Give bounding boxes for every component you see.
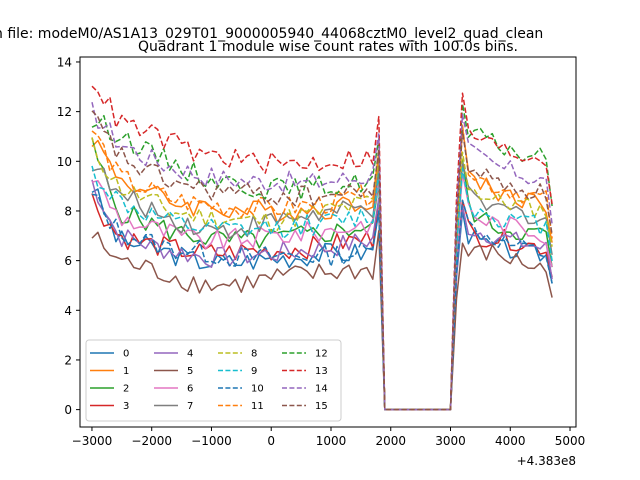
y-axis: 0 2 4 6 8 10 12 14 <box>57 55 80 417</box>
x-tick-label: −2000 <box>131 434 172 448</box>
x-tick-label: 3000 <box>435 434 466 448</box>
x-tick-label: 2000 <box>375 434 406 448</box>
series-line-15 <box>91 110 553 411</box>
legend-item-0: 0 <box>90 349 129 360</box>
legend-label: 0 <box>123 349 129 360</box>
legend-item-6: 6 <box>154 384 193 395</box>
legend-label: 7 <box>187 401 193 412</box>
legend-box <box>85 339 342 422</box>
legend-label: 6 <box>187 384 193 395</box>
legend-item-11: 11 <box>218 401 264 412</box>
y-tick-label: 10 <box>57 155 72 169</box>
legend-label: 10 <box>251 384 264 395</box>
series-line-9 <box>91 165 553 411</box>
legend-label: 3 <box>123 401 129 412</box>
legend-item-3: 3 <box>90 401 129 412</box>
legend-item-1: 1 <box>90 366 129 377</box>
chart-title: Quadrant 1 module wise count rates with … <box>138 39 518 55</box>
y-tick-label: 0 <box>64 403 72 417</box>
legend-item-7: 7 <box>154 401 193 412</box>
legend-label: 4 <box>187 349 193 360</box>
series-line-5 <box>91 230 553 411</box>
series-line-8 <box>91 137 553 411</box>
legend-label: 12 <box>315 349 328 360</box>
series-line-6 <box>91 172 553 411</box>
legend-label: 11 <box>251 401 264 412</box>
legend-label: 1 <box>123 366 129 377</box>
series-line-11 <box>91 124 553 411</box>
axes-frame <box>79 56 577 428</box>
legend-item-12: 12 <box>282 349 328 360</box>
legend-item-9: 9 <box>218 366 257 377</box>
legend-item-13: 13 <box>282 366 328 377</box>
legend-label: 15 <box>315 401 328 412</box>
legend-item-5: 5 <box>154 366 193 377</box>
legend-label: 14 <box>315 384 328 395</box>
legend-item-10: 10 <box>218 384 264 395</box>
x-tick-label: −1000 <box>191 434 232 448</box>
x-axis: −3000 −2000 −1000 0 1000 2000 3000 4000 5000 <box>72 427 586 448</box>
x-offset-label: +4.383e8 <box>517 454 576 468</box>
y-tick-label: 4 <box>64 304 72 318</box>
legend-label: 5 <box>187 366 193 377</box>
x-tick-label: −3000 <box>72 434 113 448</box>
y-tick-label: 6 <box>64 254 72 268</box>
series-line-7 <box>91 162 553 411</box>
legend-label: 9 <box>251 366 257 377</box>
y-tick-label: 14 <box>57 55 72 69</box>
plot-area <box>91 85 553 411</box>
series-line-2 <box>91 137 553 411</box>
y-tick-label: 8 <box>64 204 72 218</box>
legend-label: 2 <box>123 384 129 395</box>
legend-item-8: 8 <box>218 349 257 360</box>
source-file-line: n file: modeM0/AS1A13_029T01_9000005940_… <box>0 26 543 42</box>
series-line-14 <box>91 102 553 411</box>
x-tick-label: 0 <box>267 434 275 448</box>
y-tick-label: 12 <box>57 105 72 119</box>
x-tick-label: 1000 <box>316 434 347 448</box>
legend-label: 8 <box>251 349 257 360</box>
legend-item-4: 4 <box>154 349 193 360</box>
legend-item-2: 2 <box>90 384 129 395</box>
series-line-4 <box>91 179 553 411</box>
x-tick-label: 4000 <box>495 434 526 448</box>
series-line-13 <box>91 85 553 411</box>
legend-item-14: 14 <box>282 384 328 395</box>
y-tick-label: 2 <box>64 353 72 367</box>
legend-item-15: 15 <box>282 401 328 412</box>
legend-label: 13 <box>315 366 328 377</box>
x-tick-label: 5000 <box>555 434 586 448</box>
series-line-10 <box>91 193 553 411</box>
